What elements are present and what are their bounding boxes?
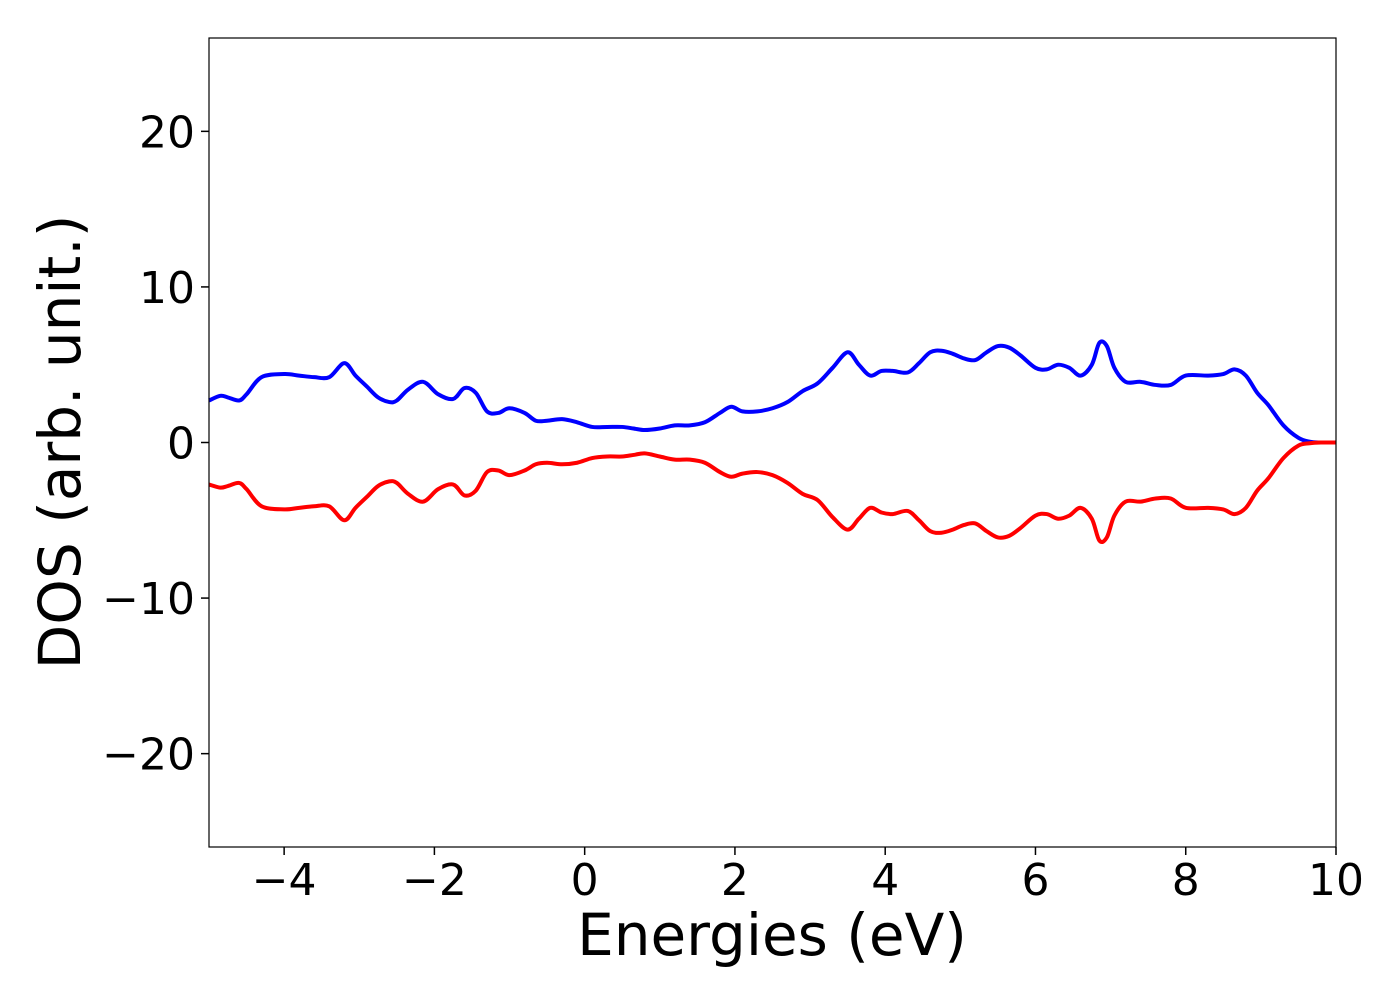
series-line-spin-down (208, 440, 1337, 544)
x-tick-label: 2 (721, 855, 749, 906)
y-tick-label: 20 (139, 107, 195, 158)
x-tick-label: 4 (871, 855, 899, 906)
y-axis-ticks: −20 −10 0 10 20 (102, 107, 209, 781)
y-tick-label: 0 (167, 419, 195, 470)
x-tick-label: 6 (1021, 855, 1049, 906)
y-tick-label: 10 (139, 263, 195, 314)
x-tick-label: 8 (1172, 855, 1200, 906)
x-tick-label: −2 (402, 855, 467, 906)
series-line-spin-up (208, 339, 1337, 445)
x-axis-title: Energies (eV) (577, 901, 967, 969)
x-tick-label: 0 (571, 855, 599, 906)
x-tick-label: −4 (252, 855, 317, 906)
series-layer (208, 339, 1337, 544)
y-axis-title: DOS (arb. unit.) (26, 215, 94, 670)
x-tick-label: 10 (1308, 855, 1364, 906)
y-tick-label: −20 (102, 730, 195, 781)
x-axis-ticks: −4 −2 0 2 4 6 8 10 (252, 847, 1364, 906)
y-tick-label: −10 (102, 574, 195, 625)
